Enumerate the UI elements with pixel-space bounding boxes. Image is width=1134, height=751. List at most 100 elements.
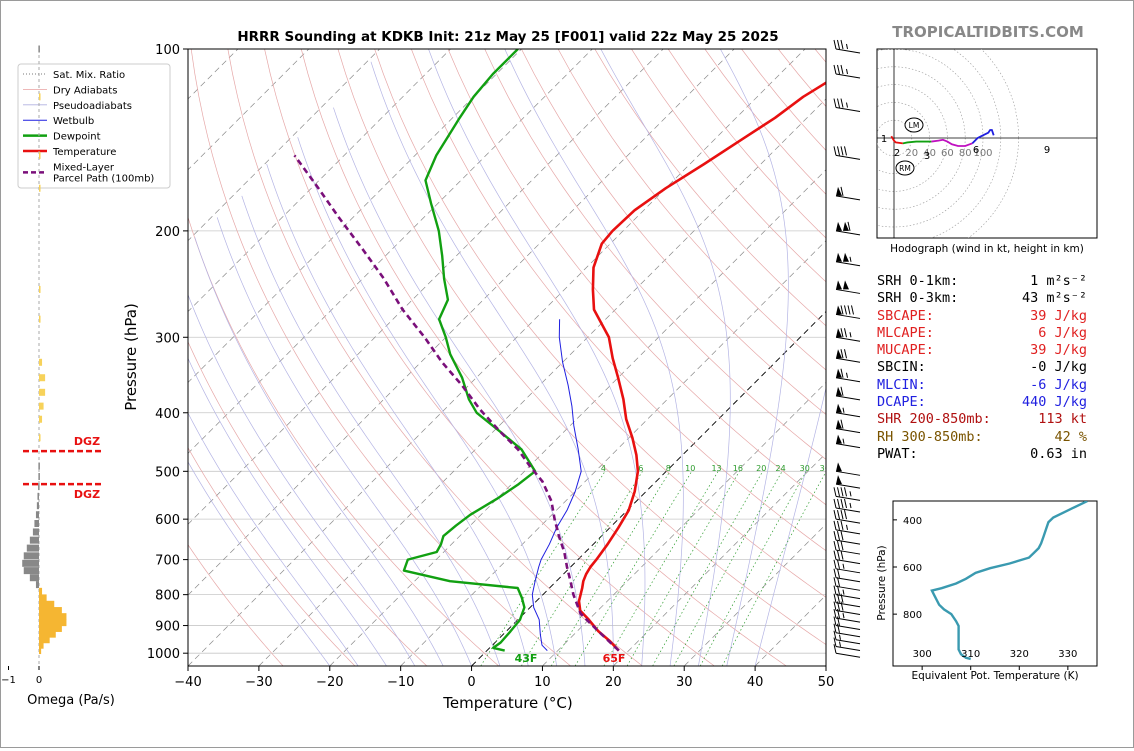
barb-full [837,550,840,560]
isotherm [188,49,806,666]
barb-staff [835,539,861,545]
stat-value: 113 kt [1038,411,1087,428]
hodo-lm-ellipse [904,117,924,133]
barb-full [837,623,840,633]
moist-adiabat [370,61,614,666]
y-tick-label: 100 [155,43,180,58]
barb-staff [835,577,861,583]
barb-pennant [836,368,842,378]
wind-barb [833,487,861,501]
barb-full [837,146,840,156]
barb-pennant [836,419,842,429]
legend-label: Dewpoint [53,132,101,143]
stat-value: 1 m²s⁻² [1030,273,1087,289]
series-wetbulb [531,319,582,651]
omega-bar [39,619,67,627]
wind-barb [835,305,861,319]
barb-pennant [836,221,842,231]
omega-bar [26,544,39,552]
barb-full [833,609,837,619]
barb-staff [835,395,861,401]
hodo-ring-label: 40 [923,148,936,159]
dry-adiabat [557,49,826,371]
mixing-ratio-label: 6 [638,464,643,473]
stat-value: -0 J/kg [1030,359,1087,376]
barb-staff [835,518,861,524]
omega-bar [39,151,41,159]
barb-pennant [836,403,842,413]
wind-barb [833,630,861,645]
legend-label: Sat. Mix. Ratio [53,70,125,81]
barb-full [837,568,840,578]
barb-staff [835,336,861,342]
omega-bar [39,402,44,410]
omega-bar [38,462,40,470]
isotherm [188,49,735,596]
stat-label: MLCAPE: [877,324,934,341]
barb-pennant [836,280,842,290]
stat-row: SRH 0-1km: 1 m²s⁻² [877,273,1097,290]
barb-staff [835,483,861,489]
y-tick-label: 300 [155,331,180,346]
barb-staff [835,377,861,383]
y-tick-label: 1000 [147,647,180,662]
wind-barb [833,498,861,513]
stat-value: 43 m²s⁻² [1021,290,1087,307]
barb-full [833,498,837,509]
omega-x-axis-label: Omega (Pa/s) [27,693,115,708]
barb-staff [835,428,861,434]
barb-staff [835,585,861,591]
barb-staff [835,107,861,113]
barb-pennant [836,386,842,396]
barb-full [837,577,840,587]
barb-staff [835,632,861,638]
barb-half [846,524,848,530]
omega-bar [39,415,43,423]
stat-label: DCAPE: [877,394,926,411]
stat-label: SHR 200-850mb: [877,411,991,428]
dry-adiabat [188,544,284,666]
barb-staff [835,288,861,294]
hodo-height-label: 6 [973,145,979,156]
hodo-trace [931,138,973,147]
barb-half [842,589,845,595]
stat-value: 0.63 in [1030,445,1087,462]
barb-full [833,531,837,541]
omega-bar [39,630,56,638]
wind-barb [833,98,861,113]
barb-pennant [836,328,842,338]
barb-pennant [836,434,842,444]
theta-e-y-axis-label: Pressure (hPa) [876,545,888,620]
barb-half [846,43,848,50]
barb-full [840,368,844,378]
moist-adiabat [333,107,586,666]
wind-barb [833,601,861,616]
theta-e-line [930,501,1088,661]
mixing-ratio-label: 30 [800,464,810,473]
barb-staff [835,529,861,535]
hodo-lm-label: LM [909,121,920,130]
hodograph: 20 40 60 80 100 12 3 6 9 LM RM [877,49,1097,238]
stat-label: SBCIN: [877,359,926,376]
dry-adiabat [447,49,826,506]
barb-staff [835,568,861,574]
wind-barb [835,349,861,363]
x-tick-label: −40 [174,675,201,690]
stat-value: 39 J/kg [1030,342,1087,359]
dgz-label-top: DGZ [74,435,100,448]
series-mixed-layer-parcel-path-100mb [293,154,620,652]
y-tick-label: 600 [155,513,180,528]
stat-value: 39 J/kg [1030,307,1087,324]
stat-row: RH 300-850mb: 42 % [877,429,1097,446]
barb-full [844,510,847,520]
barb-full [833,593,837,603]
stat-label: RH 300-850mb: [877,428,983,445]
omega-bar [29,574,39,582]
x-tick-label: −20 [316,675,343,690]
barb-full [840,305,844,315]
barb-full [833,568,837,578]
mixing-ratio-line [574,471,693,666]
barb-pennant [843,252,849,262]
barb-full [837,39,840,50]
theta-y-tick-label: 400 [903,516,922,527]
